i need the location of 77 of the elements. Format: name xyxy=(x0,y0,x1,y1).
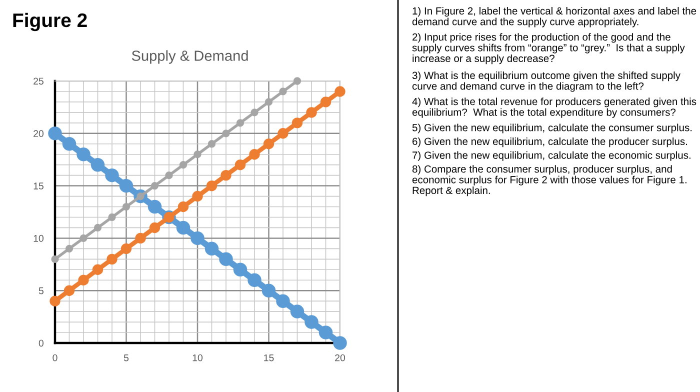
point xyxy=(262,284,276,298)
point xyxy=(51,255,59,263)
text: 7) Given the new equilibrium, calculate the economic surplus. xyxy=(412,151,690,161)
point xyxy=(105,168,119,182)
x-tick-label: 10 xyxy=(192,354,203,362)
point xyxy=(276,294,290,308)
text: 5) Given the new equilibrium, calculate the consumer surplus. xyxy=(412,124,692,134)
point xyxy=(80,234,88,242)
point xyxy=(90,158,105,172)
text: 6) Given the new equilibrium, calculate the producer surplus. xyxy=(412,138,687,148)
point xyxy=(208,140,216,148)
text: 4) What is the total revenue for producers generated given this equilibrium? What is the total expenditure by consumers? xyxy=(412,98,696,118)
point xyxy=(122,202,130,211)
x-tick-label: 15 xyxy=(264,354,274,362)
point xyxy=(176,220,190,235)
point xyxy=(220,170,232,181)
point xyxy=(62,137,76,151)
point xyxy=(106,254,118,265)
point xyxy=(65,244,74,252)
point xyxy=(236,119,244,127)
point xyxy=(206,180,218,192)
point xyxy=(194,150,202,158)
point xyxy=(178,201,189,212)
point xyxy=(64,285,75,296)
y-tick-label: 10 xyxy=(34,234,44,242)
point xyxy=(76,147,90,162)
y-tick-label: 25 xyxy=(34,78,44,85)
point xyxy=(318,326,333,340)
chart-title: Figure 2 xyxy=(13,12,87,32)
point xyxy=(320,96,332,108)
point xyxy=(94,224,102,232)
point xyxy=(165,172,173,180)
point xyxy=(120,243,132,254)
point xyxy=(148,200,162,214)
point xyxy=(92,264,104,275)
point xyxy=(150,182,159,190)
point xyxy=(304,315,318,329)
x-tick-label: 5 xyxy=(124,354,129,362)
point xyxy=(48,126,62,140)
point xyxy=(333,336,347,350)
point xyxy=(119,178,134,193)
point xyxy=(78,274,89,286)
point xyxy=(264,98,273,106)
point xyxy=(279,88,287,96)
point xyxy=(278,128,288,139)
point xyxy=(108,213,116,222)
text: 1) In Figure 2, label the vertical & horizontal axes and label the demand curve and the supply curve appropriately. xyxy=(412,7,696,28)
point xyxy=(250,108,258,116)
y-tick-label: 0 xyxy=(38,340,44,347)
point xyxy=(192,190,203,202)
point xyxy=(290,304,304,318)
x-tick-label: 0 xyxy=(52,354,58,362)
point xyxy=(306,107,317,118)
point xyxy=(249,149,260,160)
point xyxy=(292,118,303,128)
point xyxy=(234,159,246,170)
text: 2) Input price rises for the production of the good and the supply curves shifts from “orange” to “grey.” Is that a supply increase or a supply decrease? xyxy=(412,33,685,64)
point xyxy=(204,242,219,256)
point xyxy=(219,252,233,266)
y-tick-label: 15 xyxy=(34,182,44,190)
point xyxy=(179,161,188,169)
x-tick-label: 20 xyxy=(335,354,346,362)
point xyxy=(149,222,160,234)
text: 3) What is the equilibrium outcome given the shifted supply curve and demand curve in the diagram to the left? xyxy=(412,72,680,92)
point xyxy=(248,273,262,287)
text: 8) Compare the consumer surplus, producer surplus, and economic surplus for Figure 2 with those values for Figure 1. Report & explain. xyxy=(412,165,686,196)
point xyxy=(50,296,60,306)
y-tick-label: 20 xyxy=(34,130,44,138)
chart-subtitle: Supply & Demand xyxy=(132,50,248,64)
point xyxy=(222,130,230,138)
point xyxy=(263,138,274,150)
point xyxy=(135,232,146,244)
y-tick-label: 5 xyxy=(38,287,44,294)
point xyxy=(233,262,248,277)
point xyxy=(293,77,302,85)
point xyxy=(334,86,346,97)
point xyxy=(190,231,204,246)
